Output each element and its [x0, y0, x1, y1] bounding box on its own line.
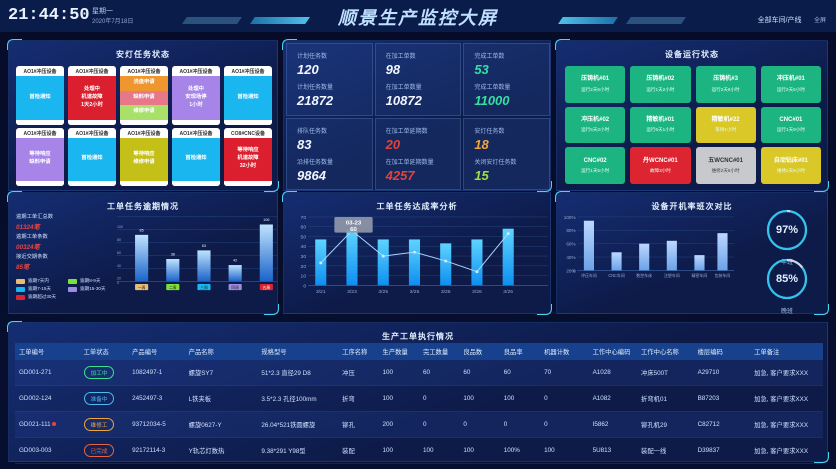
- svg-text:3/25: 3/25: [503, 289, 513, 295]
- svg-text:80%: 80%: [566, 228, 575, 233]
- svg-text:0: 0: [117, 281, 119, 285]
- svg-text:106: 106: [263, 217, 269, 222]
- svg-text:包装车间: 包装车间: [715, 272, 731, 278]
- svg-text:70: 70: [301, 215, 307, 221]
- svg-text:二周: 二周: [169, 285, 177, 290]
- svg-text:100%: 100%: [564, 215, 576, 220]
- svg-text:60: 60: [117, 251, 121, 255]
- svg-text:0: 0: [303, 283, 306, 289]
- svg-text:100: 100: [117, 225, 123, 229]
- svg-text:三周: 三周: [200, 285, 208, 290]
- svg-text:3/26: 3/26: [441, 289, 451, 295]
- svg-text:03-23: 03-23: [346, 220, 362, 226]
- svg-text:38: 38: [171, 251, 175, 256]
- svg-text:四周: 四周: [231, 285, 239, 290]
- svg-text:注塑车间: 注塑车间: [664, 272, 680, 278]
- svg-text:20: 20: [301, 264, 307, 270]
- svg-text:80: 80: [117, 238, 121, 242]
- svg-text:60: 60: [350, 227, 357, 233]
- svg-text:50: 50: [301, 235, 307, 241]
- svg-text:60: 60: [301, 225, 307, 231]
- svg-text:40: 40: [301, 244, 307, 250]
- svg-text:数控车床: 数控车床: [636, 272, 652, 278]
- svg-text:冲压车间: 冲压车间: [581, 272, 597, 278]
- svg-text:40: 40: [117, 264, 121, 268]
- svg-text:一周: 一周: [138, 285, 146, 290]
- svg-text:3/21: 3/21: [316, 289, 326, 295]
- svg-text:120: 120: [117, 215, 123, 216]
- svg-text:3/25: 3/25: [378, 289, 388, 295]
- svg-text:85: 85: [140, 227, 144, 232]
- svg-text:40%: 40%: [566, 255, 575, 260]
- svg-text:0: 0: [573, 268, 576, 273]
- svg-text:10: 10: [301, 274, 307, 280]
- svg-text:42: 42: [233, 258, 237, 263]
- svg-text:3/25: 3/25: [410, 289, 420, 295]
- svg-text:CNC车间: CNC车间: [608, 272, 624, 278]
- svg-text:97%: 97%: [776, 224, 798, 236]
- svg-text:精密车间: 精密车间: [692, 272, 708, 278]
- svg-text:30: 30: [301, 254, 307, 260]
- svg-text:3/23: 3/23: [347, 289, 357, 295]
- svg-text:3/26: 3/26: [472, 289, 482, 295]
- svg-text:63: 63: [202, 243, 206, 248]
- svg-text:五周: 五周: [263, 285, 271, 290]
- svg-text:60%: 60%: [566, 242, 575, 247]
- svg-text:85%: 85%: [776, 273, 798, 285]
